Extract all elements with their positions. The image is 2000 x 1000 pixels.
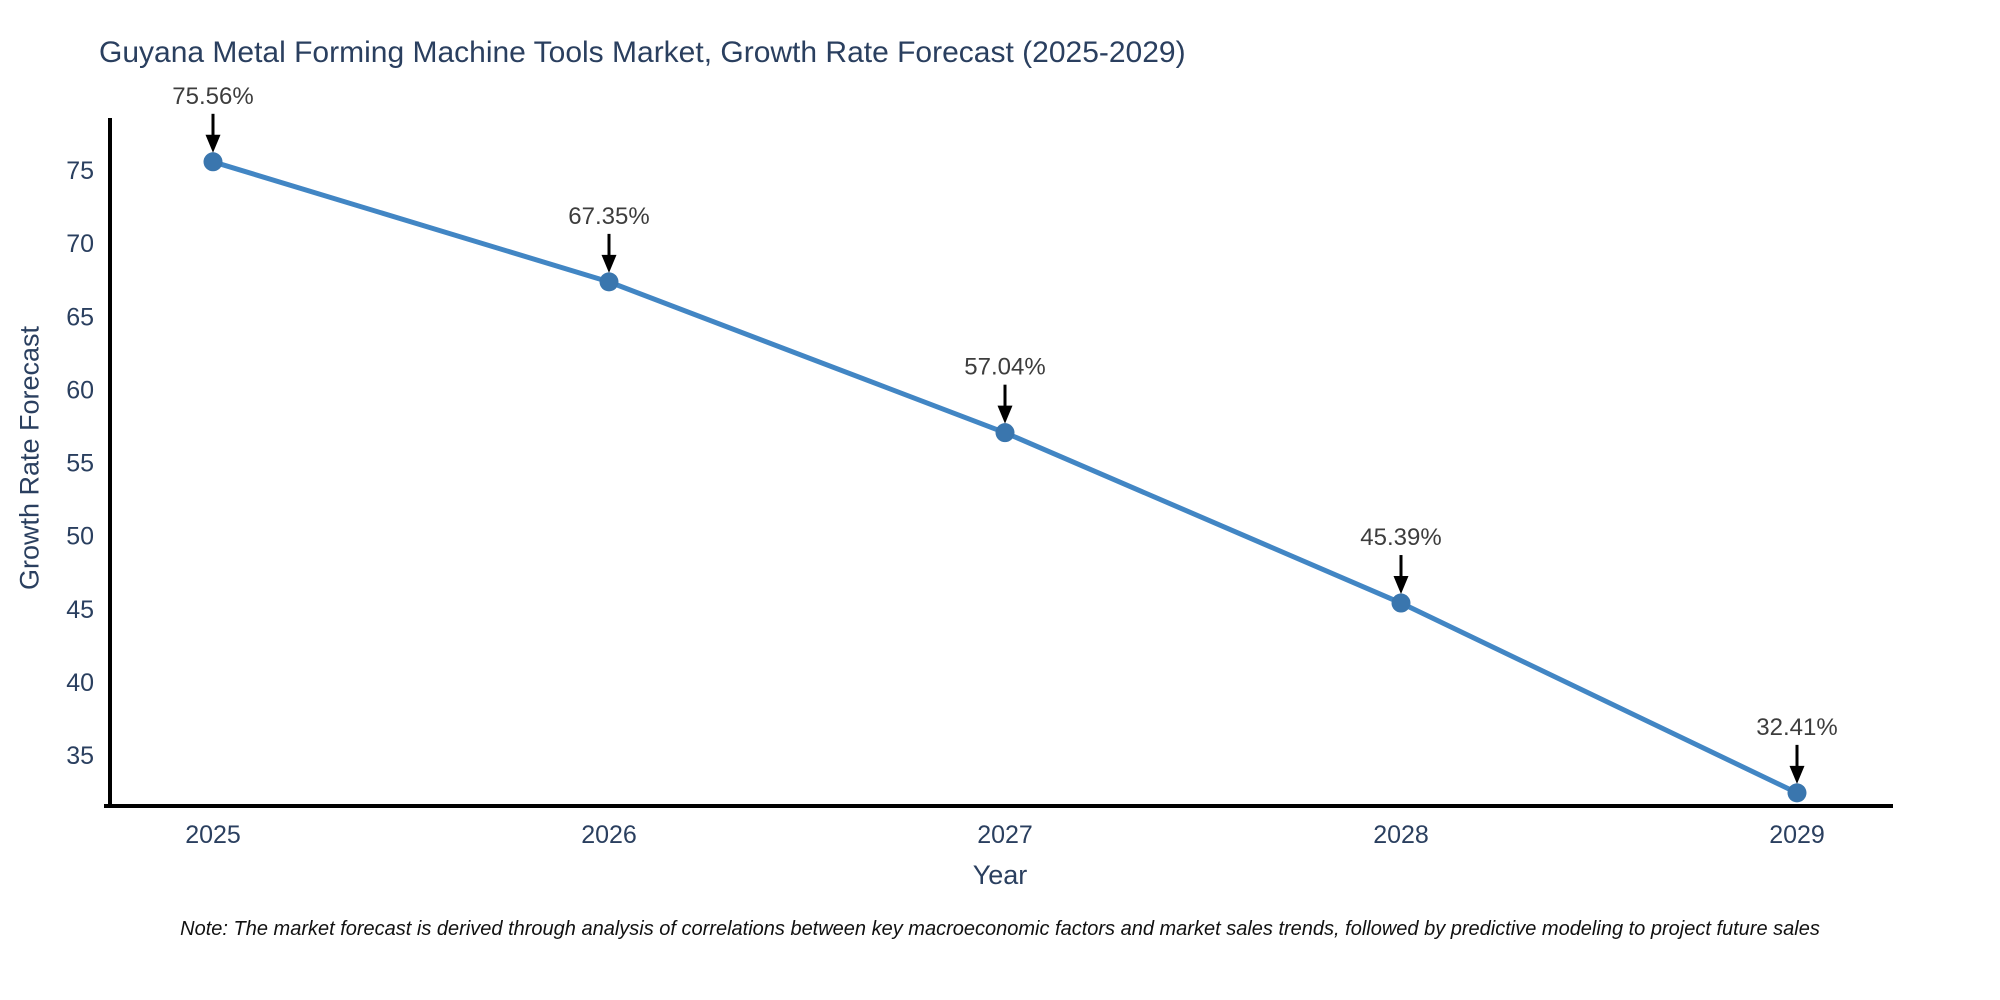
annotation-arrowhead	[1393, 576, 1409, 595]
data-point-marker	[599, 272, 619, 292]
y-tick-label: 75	[66, 157, 94, 185]
data-point-marker	[203, 152, 223, 172]
x-tick-label: 2026	[581, 821, 637, 849]
y-tick-label: 45	[66, 596, 94, 624]
x-tick-label: 2025	[185, 821, 241, 849]
x-tick-label: 2027	[977, 821, 1033, 849]
x-axis-title: Year	[972, 860, 1028, 890]
chart-title: Guyana Metal Forming Machine Tools Marke…	[99, 36, 1186, 69]
y-tick-label: 55	[66, 450, 94, 478]
y-tick-label: 40	[66, 669, 94, 697]
y-tick-label: 50	[66, 523, 94, 551]
annotation-arrowhead	[997, 405, 1013, 424]
y-tick-label: 35	[66, 742, 94, 770]
annotation-arrowhead	[205, 134, 221, 153]
y-tick-label: 65	[66, 303, 94, 331]
annotation-arrowhead	[1789, 765, 1805, 784]
y-tick-label: 70	[66, 230, 94, 258]
data-point-label: 57.04%	[964, 354, 1045, 381]
data-point-marker	[995, 423, 1015, 443]
data-point-label: 67.35%	[568, 203, 649, 230]
x-tick-label: 2028	[1373, 821, 1429, 849]
data-point-marker	[1391, 593, 1411, 613]
annotation-arrowhead	[601, 254, 617, 273]
data-point-label: 75.56%	[172, 83, 253, 110]
y-tick-label: 60	[66, 376, 94, 404]
x-tick-label: 2029	[1769, 821, 1825, 849]
data-point-marker	[1787, 783, 1807, 803]
data-point-label: 45.39%	[1360, 524, 1441, 551]
data-point-label: 32.41%	[1756, 714, 1837, 741]
footnote: Note: The market forecast is derived thr…	[180, 918, 1820, 940]
data-line	[210, 159, 1800, 796]
